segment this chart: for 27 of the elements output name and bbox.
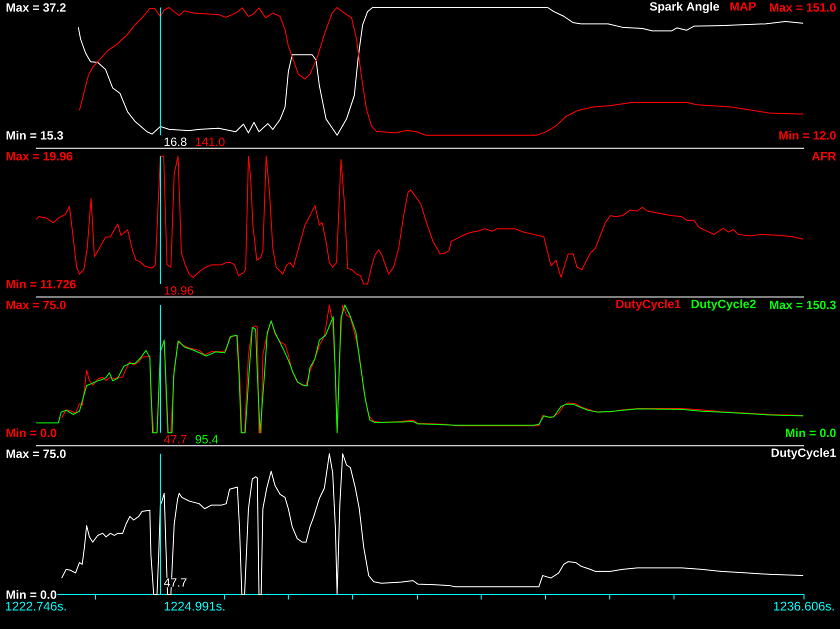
text: MAP — [730, 2, 756, 11]
y2-tick-label: Max = 150.3 — [770, 300, 836, 310]
y-tick-label: Min = 11.726 — [6, 280, 76, 288]
annotation: 47.7 — [164, 578, 186, 587]
text: 19.96 — [164, 286, 194, 295]
y-tick-label: Max = 19.96 — [6, 152, 72, 160]
y-tick-label: Min = 15.3 — [6, 130, 64, 140]
x-tick-label: 1222.746s. — [6, 602, 66, 611]
text: AFR — [812, 152, 836, 160]
ref-line-label: 1224.991s. — [164, 602, 224, 611]
y-tick-label: Max = 75.0 — [6, 450, 66, 458]
y-tick-label: Max = 37.2 — [6, 3, 66, 12]
text: 141.0 — [196, 138, 225, 146]
y-tick-label: Max = 75.0 — [6, 300, 66, 310]
text: 47.7 — [164, 435, 186, 444]
text: 95.4 — [196, 435, 218, 444]
y-tick-label: Min = 0.0 — [6, 428, 56, 438]
y-tick-label: Min = 0.0 — [6, 590, 56, 599]
y2-tick-label: Min = 0.0 — [786, 428, 836, 438]
y2-tick-label: Min = 12.0 — [779, 130, 836, 140]
x-tick-label: 1236.606s. — [774, 602, 834, 611]
text: DutyCycle1 — [772, 448, 836, 460]
text: 16.8 — [164, 138, 187, 146]
text: DutyCycle1 — [616, 299, 681, 311]
y2-tick-label: Max = 151.0 — [770, 3, 836, 12]
series-label: Spark Angle — [650, 2, 720, 14]
text: DutyCycle2 — [692, 299, 756, 311]
